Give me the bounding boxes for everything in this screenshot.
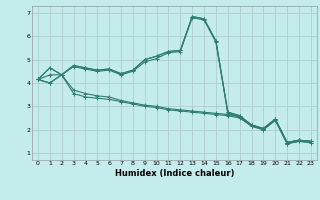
X-axis label: Humidex (Indice chaleur): Humidex (Indice chaleur) (115, 169, 234, 178)
